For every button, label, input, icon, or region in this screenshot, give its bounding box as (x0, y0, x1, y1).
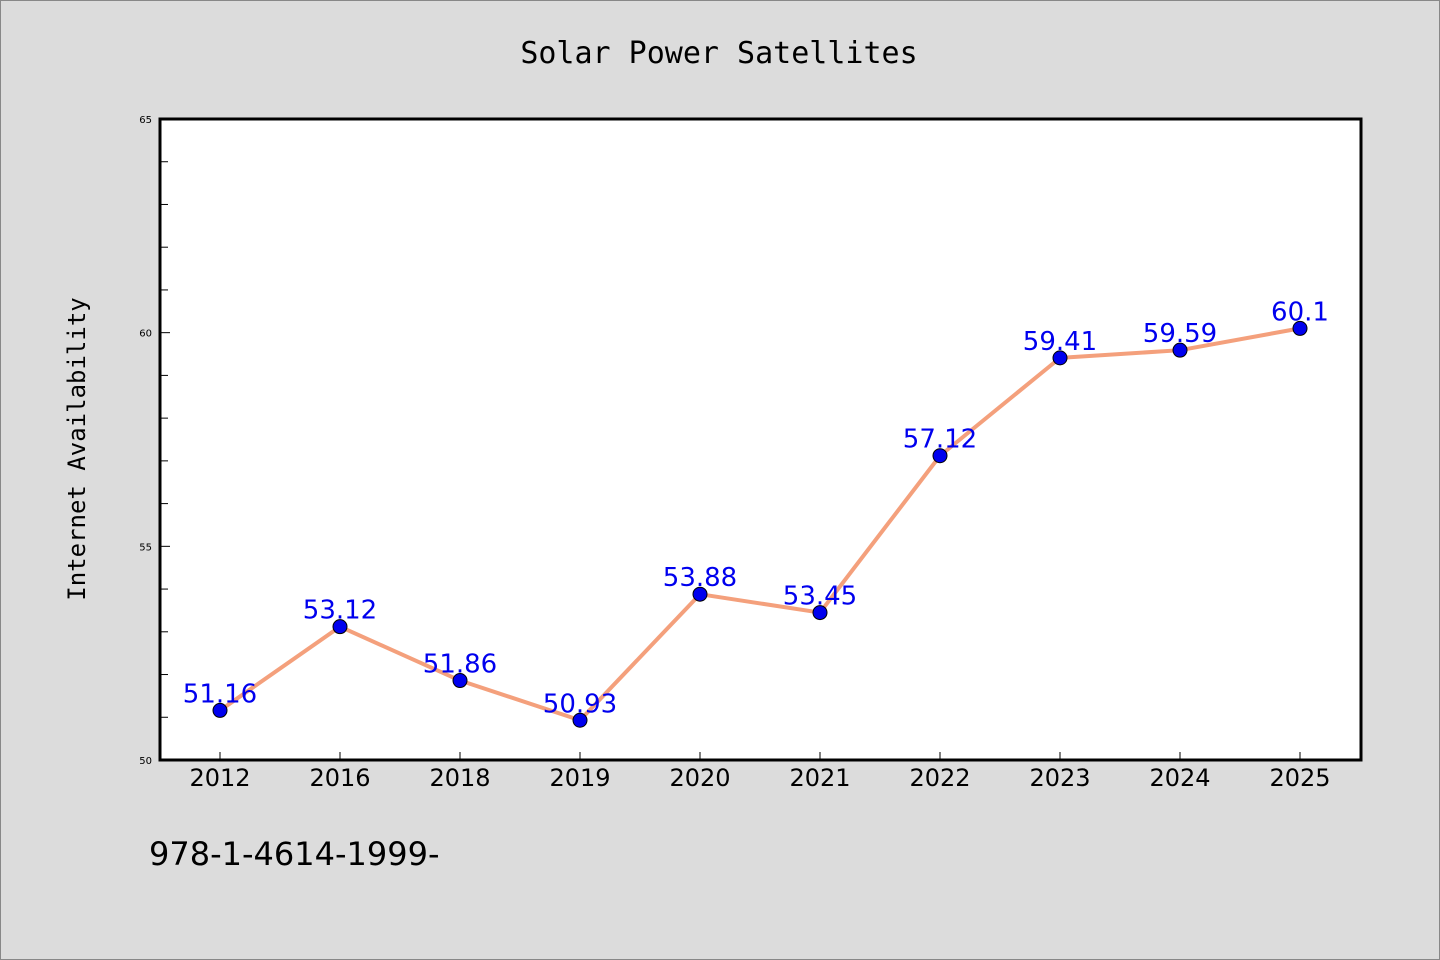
x-tick-label: 2012 (189, 764, 250, 792)
x-tick-label: 2016 (309, 764, 370, 792)
x-tick-label: 2025 (1269, 764, 1330, 792)
data-point (332, 619, 348, 635)
y-tick-label: 60 (139, 329, 152, 340)
y-tick-label: 65 (139, 115, 152, 126)
data-point (1172, 342, 1188, 358)
x-axis-ticks: 2012 2016 2018 2019 2020 2021 2022 2023 2024 2025 (189, 752, 1331, 792)
series-markers (212, 320, 1308, 728)
data-label: 57.12 (903, 425, 977, 455)
data-point (1052, 350, 1068, 366)
x-tick-label: 2023 (1029, 764, 1090, 792)
x-tick-label: 2019 (549, 764, 610, 792)
data-point (812, 605, 828, 621)
y-tick-label: 50 (139, 756, 152, 767)
x-tick-label: 2022 (909, 764, 970, 792)
data-point (212, 702, 228, 718)
y-axis-ticks: 50 55 60 65 (139, 115, 170, 767)
data-label: 51.16 (183, 679, 257, 709)
data-point (1292, 320, 1308, 336)
series-line-group (218, 326, 1302, 723)
data-point (452, 673, 468, 689)
chart-title: Solar Power Satellites (520, 36, 917, 71)
data-label: 59.59 (1143, 319, 1217, 349)
y-tick-label: 55 (139, 542, 152, 553)
data-point (692, 586, 708, 602)
y-axis-label: Internet Availability (63, 297, 91, 600)
x-tick-label: 2021 (789, 764, 850, 792)
x-tick-label: 2020 (669, 764, 730, 792)
data-labels: 51.16 53.12 51.86 50.93 53.88 53.45 57.12 59.41… (183, 297, 1329, 719)
data-label: 50.93 (543, 689, 617, 719)
data-point (572, 712, 588, 728)
data-label: 53.45 (783, 582, 857, 612)
data-label: 53.88 (663, 563, 737, 593)
plot-area (158, 117, 1363, 762)
data-point (932, 448, 948, 464)
x-tick-label: 2018 (429, 764, 490, 792)
data-label: 53.12 (303, 596, 377, 626)
data-label: 59.41 (1023, 327, 1097, 357)
series-line (218, 326, 1302, 723)
footer-code: 978-1-4614-1999- (149, 835, 440, 873)
x-tick-label: 2024 (1149, 764, 1210, 792)
data-label: 51.86 (423, 650, 497, 680)
data-label: 60.1 (1271, 297, 1329, 327)
